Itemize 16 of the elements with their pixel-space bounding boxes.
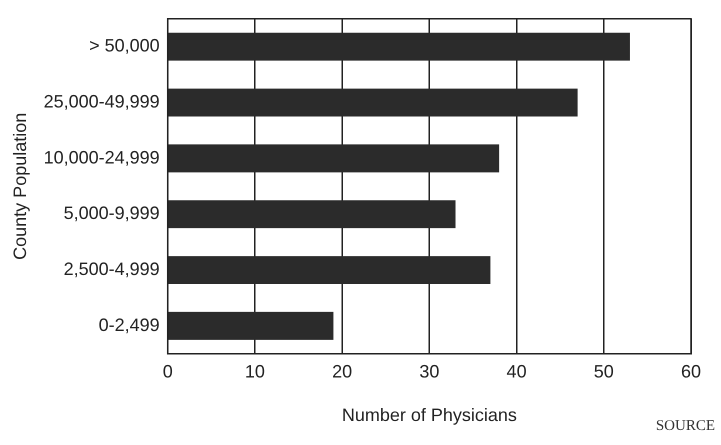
- x-tick-label: 0: [162, 362, 173, 382]
- x-tick-label: 40: [506, 362, 527, 382]
- y-tick-label: 2,500-4,999: [64, 259, 160, 280]
- text: SOURCE: [656, 418, 715, 435]
- x-tick-label: 30: [419, 362, 440, 382]
- y-tick-label: 25,000-49,999: [44, 92, 160, 112]
- y-tick-label: 5,000-9,999: [64, 203, 160, 224]
- y-tick-label: 0-2,499: [98, 314, 160, 335]
- x-tick-label: 50: [594, 362, 614, 382]
- y-tick-label: 10,000-24,999: [44, 147, 160, 168]
- x-tick-label: 10: [244, 362, 265, 382]
- x-axis-title: Number of Physicians: [342, 405, 517, 426]
- y-tick-label: > 50,000: [89, 36, 160, 56]
- x-tick-label: 20: [332, 362, 352, 382]
- y-axis-title: County Population: [10, 112, 30, 260]
- x-tick-label: 60: [680, 362, 702, 382]
